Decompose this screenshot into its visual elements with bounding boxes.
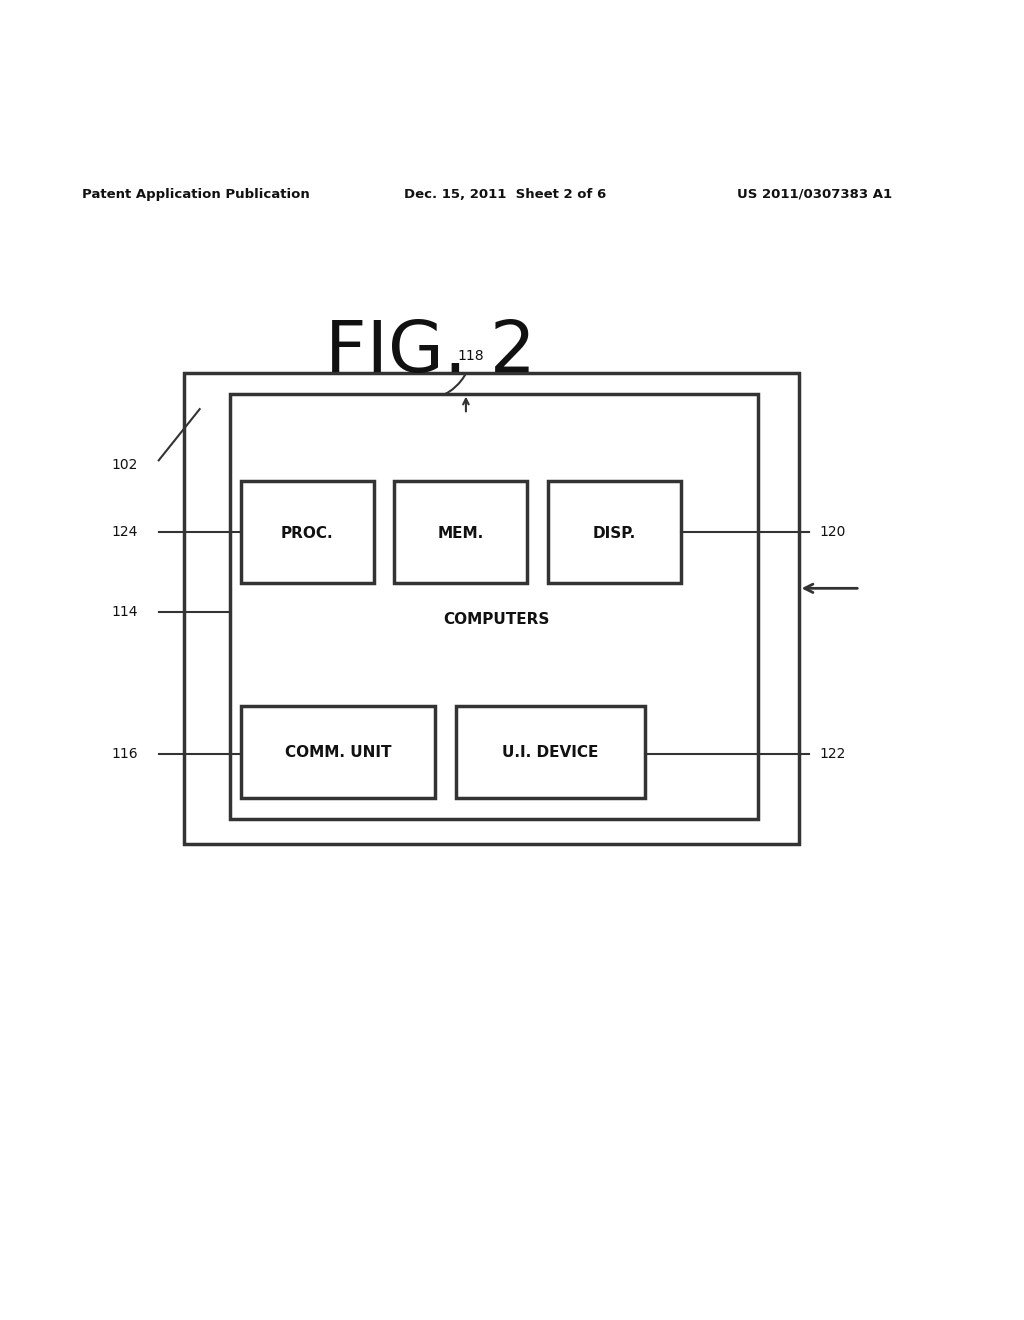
Text: 124: 124	[112, 525, 138, 539]
Text: PROC.: PROC.	[281, 525, 334, 540]
Text: COMM. UNIT: COMM. UNIT	[285, 744, 391, 760]
FancyBboxPatch shape	[241, 706, 435, 799]
Text: MEM.: MEM.	[437, 525, 484, 540]
Text: Patent Application Publication: Patent Application Publication	[82, 187, 309, 201]
Text: 114: 114	[112, 605, 138, 619]
FancyBboxPatch shape	[241, 480, 374, 583]
Text: Dec. 15, 2011  Sheet 2 of 6: Dec. 15, 2011 Sheet 2 of 6	[404, 187, 607, 201]
Text: FIG. 2: FIG. 2	[325, 318, 536, 387]
Text: COMPUTERS: COMPUTERS	[443, 611, 550, 627]
Text: U.I. DEVICE: U.I. DEVICE	[502, 744, 598, 760]
FancyBboxPatch shape	[394, 480, 527, 583]
Text: DISP.: DISP.	[593, 525, 636, 540]
Text: 118: 118	[458, 348, 484, 363]
FancyBboxPatch shape	[548, 480, 681, 583]
Text: 120: 120	[819, 525, 846, 539]
Text: US 2011/0307383 A1: US 2011/0307383 A1	[737, 187, 892, 201]
Text: 116: 116	[112, 747, 138, 762]
Text: 122: 122	[819, 747, 846, 762]
FancyBboxPatch shape	[456, 706, 645, 799]
FancyBboxPatch shape	[230, 393, 758, 818]
FancyBboxPatch shape	[184, 374, 799, 845]
Text: 102: 102	[112, 458, 138, 473]
